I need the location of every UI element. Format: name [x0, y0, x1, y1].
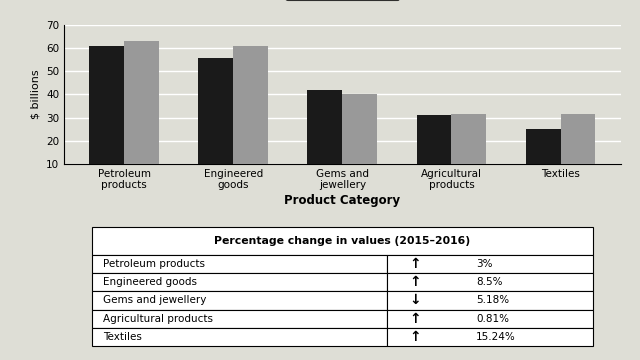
- Text: Engineered goods: Engineered goods: [103, 277, 197, 287]
- Text: Agricultural products: Agricultural products: [103, 314, 213, 324]
- Text: 0.81%: 0.81%: [476, 314, 509, 324]
- Bar: [387, 291, 593, 310]
- Bar: [92, 227, 593, 255]
- Bar: [234, 46, 268, 187]
- Text: Gems and jewellery: Gems and jewellery: [103, 296, 206, 305]
- Text: Percentage change in values (2015–2016): Percentage change in values (2015–2016): [214, 236, 470, 246]
- Text: ↑: ↑: [409, 257, 421, 271]
- Bar: [387, 310, 593, 328]
- Bar: [92, 273, 387, 291]
- Text: ↓: ↓: [409, 293, 421, 307]
- Bar: [387, 255, 593, 273]
- Bar: [387, 328, 593, 346]
- Text: Textiles: Textiles: [103, 332, 142, 342]
- Y-axis label: $ billions: $ billions: [31, 69, 40, 119]
- Text: 5.18%: 5.18%: [476, 296, 509, 305]
- Bar: [92, 291, 387, 310]
- Text: Petroleum products: Petroleum products: [103, 259, 205, 269]
- Bar: [90, 46, 124, 187]
- Bar: [92, 255, 387, 273]
- Bar: [198, 58, 234, 187]
- Text: 15.24%: 15.24%: [476, 332, 516, 342]
- Bar: [92, 328, 387, 346]
- Bar: [417, 115, 451, 187]
- Bar: [307, 90, 342, 187]
- Text: 3%: 3%: [476, 259, 493, 269]
- Bar: [561, 114, 595, 187]
- Bar: [342, 94, 378, 187]
- X-axis label: Product Category: Product Category: [284, 194, 401, 207]
- Bar: [525, 129, 561, 187]
- Bar: [451, 114, 486, 187]
- Bar: [92, 310, 387, 328]
- Bar: [387, 273, 593, 291]
- Text: ↑: ↑: [409, 330, 421, 344]
- Bar: [124, 41, 159, 187]
- Text: ↑: ↑: [409, 275, 421, 289]
- Text: ↑: ↑: [409, 312, 421, 326]
- Text: 8.5%: 8.5%: [476, 277, 502, 287]
